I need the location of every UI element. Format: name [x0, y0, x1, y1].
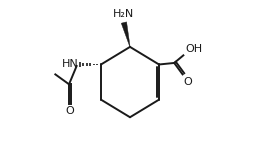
Text: HN: HN — [62, 59, 79, 69]
Polygon shape — [121, 22, 130, 47]
Text: O: O — [183, 77, 192, 87]
Text: OH: OH — [185, 44, 202, 54]
Text: O: O — [66, 106, 74, 116]
Text: H₂N: H₂N — [113, 9, 134, 19]
